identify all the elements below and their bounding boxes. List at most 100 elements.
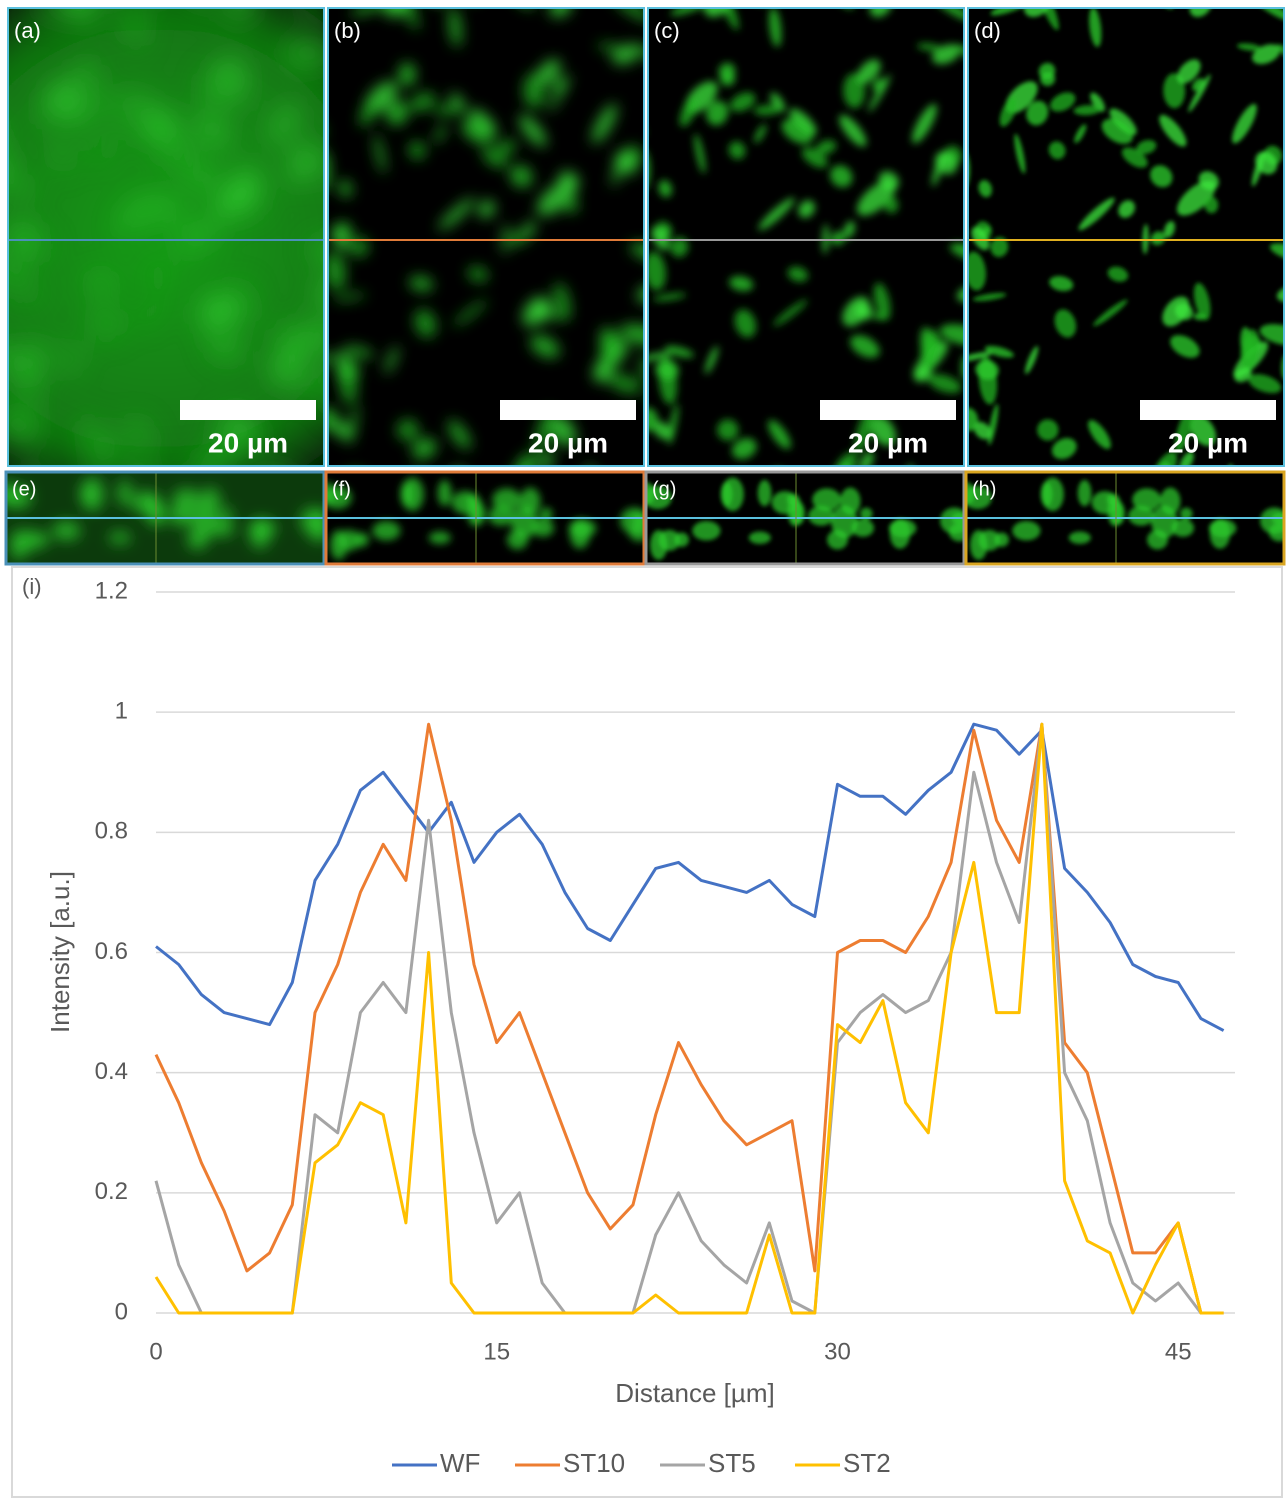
section-content: (h) bbox=[966, 472, 1284, 564]
scale-label: 20 µm bbox=[528, 427, 608, 458]
section-blob bbox=[748, 531, 771, 544]
structure-blob bbox=[190, 231, 206, 246]
structure-blob bbox=[664, 345, 694, 358]
section-blob bbox=[108, 531, 131, 544]
structure-blob bbox=[8, 251, 26, 291]
structure-blob bbox=[229, 8, 252, 17]
structure-blob bbox=[385, 345, 399, 375]
structure-blob bbox=[64, 0, 82, 7]
section-blob bbox=[827, 529, 848, 550]
structure-blob bbox=[648, 351, 673, 362]
structure-blob bbox=[731, 438, 757, 460]
x-tick-label: 45 bbox=[1165, 1338, 1192, 1365]
structure-blob bbox=[724, 0, 769, 8]
image-content: 20 µm (c) bbox=[648, 0, 964, 466]
structure-blob bbox=[1150, 451, 1178, 466]
structure-blob bbox=[1251, 151, 1265, 187]
structure-blob bbox=[461, 0, 483, 3]
structure-blob bbox=[1024, 0, 1042, 7]
structure-blob bbox=[280, 329, 300, 370]
structure-blob bbox=[1193, 282, 1211, 321]
structure-blob bbox=[717, 419, 739, 441]
structure-blob bbox=[161, 147, 188, 168]
structure-blob bbox=[648, 251, 666, 291]
series-line bbox=[154, 722, 1224, 1315]
structure-blob bbox=[478, 200, 496, 218]
structure-blob bbox=[133, 299, 168, 327]
section-blob bbox=[692, 521, 721, 541]
section-blob bbox=[540, 507, 553, 520]
structure-blob bbox=[39, 97, 58, 127]
structure-blob bbox=[510, 451, 538, 466]
structure-blob bbox=[90, 92, 116, 112]
structure-blob bbox=[869, 415, 897, 446]
structure-blob bbox=[1204, 196, 1219, 214]
structure-blob bbox=[328, 351, 353, 362]
structure-blob bbox=[1248, 374, 1282, 394]
structure-blob bbox=[1101, 0, 1123, 3]
structure-blob bbox=[114, 124, 127, 144]
structure-blob bbox=[332, 292, 367, 302]
structure-blob bbox=[770, 92, 785, 112]
structure-blob bbox=[461, 118, 493, 144]
section-blob bbox=[488, 506, 515, 526]
section-structure bbox=[6, 477, 324, 561]
panel-border bbox=[967, 7, 1285, 467]
structure-blob bbox=[210, 335, 240, 358]
section-image: (f) bbox=[324, 470, 646, 566]
structure-blob bbox=[931, 151, 945, 187]
structure-blob bbox=[1024, 8, 1051, 18]
structure-blob bbox=[558, 171, 579, 191]
structure-blob bbox=[0, 347, 6, 369]
cell-glow bbox=[8, 8, 324, 466]
series-line bbox=[154, 722, 1224, 1315]
structure-blob bbox=[293, 8, 324, 22]
structure-blob bbox=[629, 243, 644, 263]
structure-blob bbox=[328, 407, 339, 432]
structure-blob bbox=[884, 196, 899, 214]
structure-blob bbox=[973, 421, 992, 440]
image-content: 20 µm (a) bbox=[0, 0, 324, 466]
section-blob bbox=[428, 531, 451, 544]
structure-blob bbox=[217, 59, 241, 84]
section-blob bbox=[721, 477, 744, 512]
structure-blob bbox=[1044, 0, 1089, 8]
structure-blob bbox=[1176, 180, 1216, 216]
structure-blob bbox=[228, 74, 251, 113]
structure-blob bbox=[729, 276, 754, 292]
structure-blob bbox=[878, 171, 899, 191]
structure-blob bbox=[130, 92, 145, 112]
y-axis-label: Intensity [a.u.] bbox=[45, 871, 75, 1033]
structure-blob bbox=[611, 151, 625, 187]
structure-blob bbox=[1269, 243, 1284, 263]
structure-blob bbox=[129, 8, 142, 48]
structure-blob bbox=[141, 0, 163, 3]
structure-blob bbox=[496, 139, 517, 155]
section-blob bbox=[437, 479, 452, 507]
structure-blob bbox=[453, 299, 488, 327]
image-bg bbox=[328, 8, 644, 466]
section-image: (g) bbox=[644, 470, 966, 566]
structure-blob bbox=[984, 345, 1014, 358]
section-content: (e) bbox=[6, 472, 324, 564]
structure-blob bbox=[277, 43, 302, 51]
section-border bbox=[4, 470, 326, 566]
section-label: (h) bbox=[972, 478, 996, 500]
structure-blob bbox=[592, 103, 617, 144]
section-content: (f) bbox=[326, 472, 644, 564]
structure-blob bbox=[524, 220, 535, 238]
structure-blob bbox=[968, 407, 979, 432]
structure-blob bbox=[619, 324, 644, 346]
structure-blob bbox=[1093, 299, 1128, 327]
structure-blob bbox=[397, 419, 419, 441]
structure-blob bbox=[414, 309, 437, 338]
structure-blob bbox=[481, 147, 508, 168]
structure-blob bbox=[398, 62, 416, 80]
structure-blob bbox=[990, 8, 1033, 16]
section-blob bbox=[520, 487, 541, 515]
structure-blob bbox=[968, 351, 993, 362]
structure-blob bbox=[789, 108, 817, 136]
section-image: (h) bbox=[964, 470, 1286, 566]
panel-label: (c) bbox=[654, 18, 680, 43]
